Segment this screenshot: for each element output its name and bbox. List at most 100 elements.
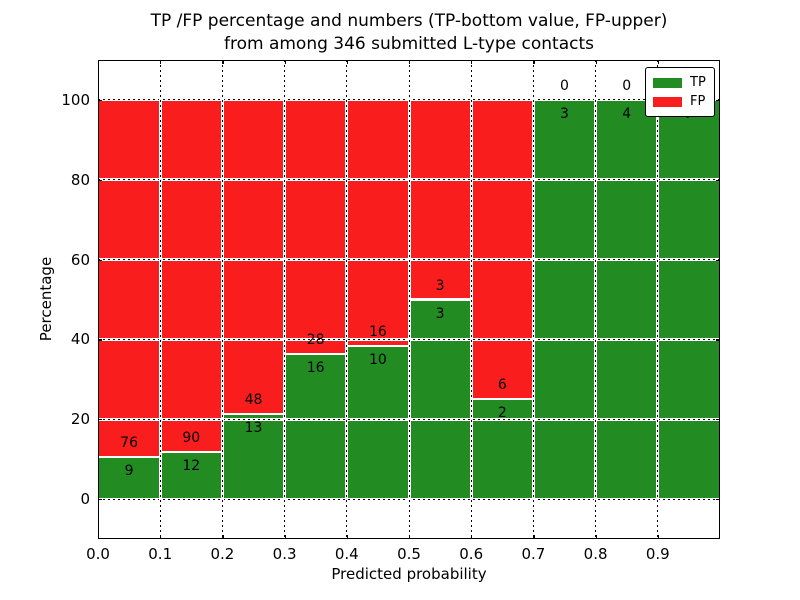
- x-tickmark: [160, 60, 162, 64]
- gridline-vertical: [158, 60, 162, 539]
- x-tickmark: [409, 535, 411, 539]
- y-tickmark: [98, 419, 102, 421]
- bar-segment-fp: [284, 99, 347, 354]
- chart-title-line-1: TP /FP percentage and numbers (TP-bottom…: [150, 11, 668, 31]
- x-tickmark: [222, 60, 224, 64]
- y-tickmark: [98, 99, 102, 102]
- y-tickmark: [716, 419, 720, 421]
- bar-label-fp: 6: [497, 377, 507, 394]
- legend-fp-swatch-icon: [653, 96, 682, 107]
- x-tickmark: [160, 535, 162, 539]
- bar-label-tp: 16: [306, 359, 325, 376]
- x-tickmark: [533, 60, 535, 64]
- x-tick-label: 0.6: [459, 545, 484, 563]
- bar-label-tp: 4: [622, 105, 632, 122]
- bar-label-fp: 16: [368, 323, 387, 340]
- bar-label-tp: 10: [368, 351, 387, 368]
- chart-title: TP /FP percentage and numbers (TP-bottom…: [98, 10, 720, 56]
- bar-label-tp: 9: [124, 462, 134, 479]
- y-tick-label: 40: [70, 330, 90, 349]
- x-tickmark: [471, 60, 473, 64]
- x-tickmark: [533, 535, 535, 539]
- x-tickmark: [284, 535, 286, 539]
- y-tick-label: 60: [70, 250, 90, 269]
- bar-segment-tp: [284, 353, 347, 500]
- legend: TP FP: [645, 67, 715, 117]
- y-tickmark: [716, 499, 720, 501]
- x-tickmark: [657, 60, 659, 64]
- y-tickmark: [716, 179, 720, 181]
- y-tickmark: [98, 179, 102, 181]
- bar-label-fp: 76: [120, 434, 138, 451]
- y-axis-label: Percentage: [37, 256, 55, 342]
- x-tick-label: 0.8: [583, 545, 608, 563]
- legend-fp-label: FP: [690, 94, 706, 109]
- bar-segment-fp: [222, 99, 285, 414]
- x-tick-label: 0.4: [334, 545, 359, 563]
- gridline-vertical: [407, 60, 411, 539]
- y-tickmark: [98, 499, 102, 501]
- gridline-vertical: [594, 60, 598, 539]
- y-tickmark: [716, 259, 720, 261]
- y-tickmark: [716, 339, 720, 341]
- x-tickmark: [98, 535, 100, 539]
- bar-label-tp: 3: [435, 305, 445, 322]
- x-tickmark: [98, 60, 100, 64]
- gridline-vertical: [531, 60, 535, 539]
- bar-label-tp: 3: [560, 105, 569, 122]
- bar-label-fp: 90: [182, 430, 201, 447]
- gridline-vertical: [469, 60, 473, 539]
- legend-row-fp: FP: [653, 92, 706, 111]
- bar-label-tp: 12: [182, 458, 201, 475]
- x-axis-label: Predicted probability: [331, 565, 487, 583]
- bar-label-fp: 0: [560, 77, 569, 94]
- bar-label-tp: 13: [244, 420, 263, 436]
- y-tick-label: 0: [80, 490, 90, 509]
- bar-segment-fp: [471, 99, 534, 400]
- x-tickmark: [657, 535, 659, 539]
- x-tick-label: 0.9: [645, 545, 670, 563]
- legend-tp-label: TP: [690, 75, 706, 90]
- bar-segment-fp: [409, 99, 472, 300]
- bar-segment-fp: [98, 99, 161, 457]
- legend-row-tp: TP: [653, 73, 706, 92]
- bar-segment-fp: [346, 99, 409, 346]
- bar-segment-tp: [409, 299, 472, 500]
- bar-segment-tp: [657, 99, 720, 500]
- bar-label-tp: 2: [497, 405, 507, 422]
- y-tickmark: [98, 259, 102, 261]
- x-tick-label: 0.5: [397, 545, 421, 563]
- x-tick-label: 0.7: [521, 545, 546, 563]
- bar-label-fp: 0: [622, 77, 632, 94]
- x-tickmark: [284, 60, 286, 64]
- y-tickmark: [98, 339, 102, 341]
- y-tick-label: 80: [70, 170, 90, 189]
- x-tick-label: 0.2: [210, 545, 235, 563]
- x-tick-label: 0.3: [272, 545, 297, 563]
- bar-segment-tp: [346, 345, 409, 500]
- bar-label-fp: 48: [244, 392, 263, 408]
- y-tick-label: 100: [61, 90, 90, 109]
- x-tickmark: [222, 535, 224, 539]
- bar-label-fp: 3: [435, 277, 445, 294]
- y-tickmark: [716, 99, 720, 102]
- x-tickmark: [409, 60, 411, 64]
- x-tickmark: [595, 535, 597, 539]
- x-tickmark: [595, 60, 597, 64]
- gridline-vertical: [283, 60, 287, 539]
- gridline-vertical: [656, 60, 660, 539]
- plot-area: Predicted probability 76 9 90 12 48 13 28 16 16 1…: [61, 60, 720, 583]
- legend-tp-swatch-icon: [653, 77, 682, 88]
- x-tick-label: 0.1: [148, 545, 173, 563]
- gridline-vertical: [345, 60, 349, 539]
- y-tick-label: 20: [70, 410, 90, 429]
- x-tickmark: [346, 535, 348, 539]
- bar-segment-tp: [533, 99, 596, 500]
- chart-title-line-2: from among 346 submitted L-type contacts: [223, 34, 594, 54]
- bar-segment-fp: [160, 99, 223, 453]
- bar-segment-tp: [595, 99, 658, 500]
- x-tick-label: 0.0: [86, 545, 110, 563]
- gridline-vertical: [220, 60, 224, 539]
- bar-label-fp: 28: [306, 331, 325, 348]
